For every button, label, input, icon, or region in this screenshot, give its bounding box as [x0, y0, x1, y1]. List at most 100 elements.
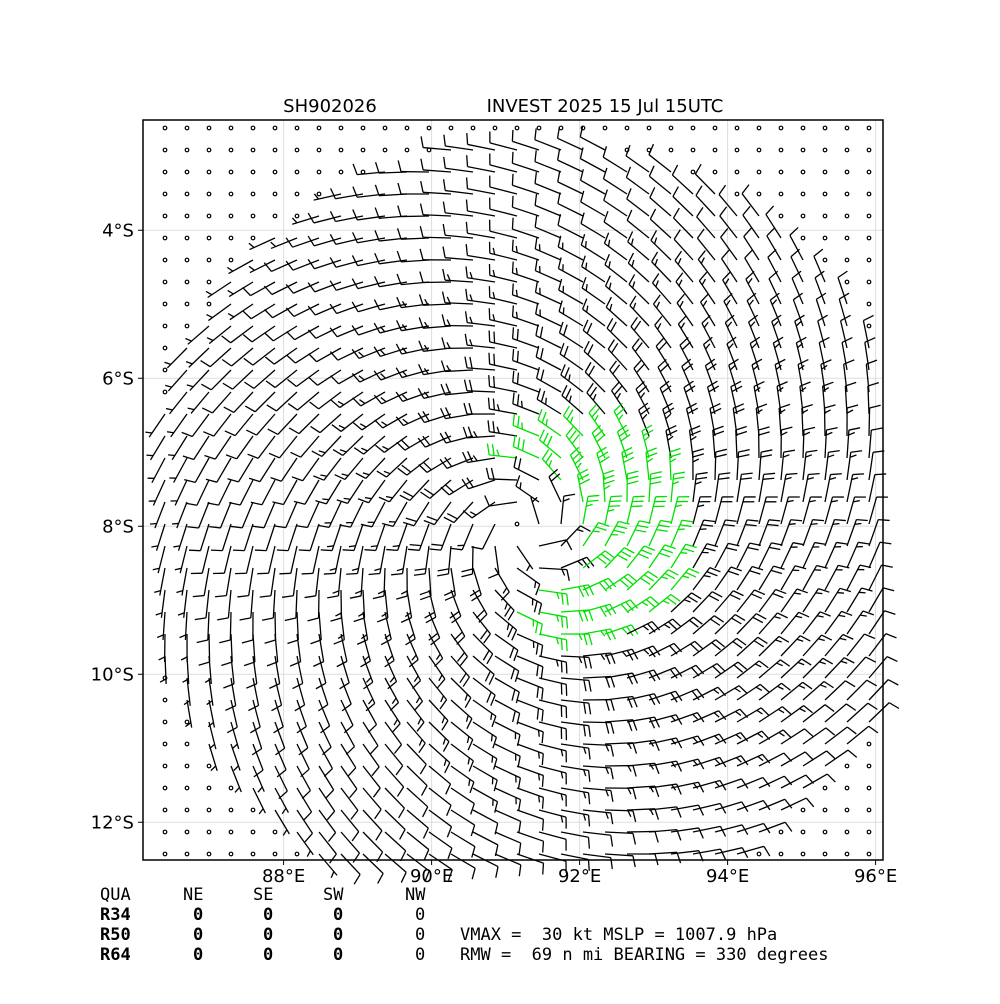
barb-staff — [495, 766, 520, 778]
barb-flag — [827, 751, 835, 759]
barb-flag — [619, 415, 623, 420]
calm-station — [207, 786, 211, 790]
barb-flag — [508, 627, 513, 637]
barb-flag — [561, 772, 562, 779]
barb-flag — [539, 752, 540, 759]
barb-flag — [674, 472, 685, 474]
barb-flag — [627, 471, 638, 474]
barb-flag — [419, 465, 427, 473]
barb-flag — [330, 352, 337, 361]
barb-flag — [735, 615, 745, 621]
barb-flag — [466, 311, 468, 322]
barb-flag — [791, 249, 800, 256]
barb-flag — [228, 479, 239, 482]
barb-flag — [704, 520, 715, 521]
barb-flag — [730, 365, 735, 370]
wind-barb — [488, 420, 517, 436]
barb-flag — [654, 694, 659, 704]
wind-barb — [512, 240, 539, 260]
barb-flag — [320, 475, 327, 476]
barb-flag — [348, 768, 356, 776]
barb-flag — [586, 284, 587, 291]
barb-flag — [668, 622, 676, 630]
barb-flag — [193, 596, 204, 597]
wind-barb — [649, 520, 672, 546]
barb-flag — [493, 270, 494, 277]
wind-barb — [513, 349, 539, 370]
barb-flag — [589, 366, 595, 376]
barb-flag — [418, 413, 424, 423]
barb-staff — [180, 546, 187, 573]
wind-barb — [627, 521, 651, 546]
wind-barb — [715, 567, 742, 590]
barb-flag — [518, 437, 520, 448]
barb-flag — [816, 593, 823, 594]
barb-staff — [495, 744, 520, 756]
wind-barb — [374, 300, 407, 310]
barb-flag — [752, 343, 757, 348]
wind-barb — [154, 568, 165, 596]
barb-flag — [712, 643, 721, 650]
barb-flag — [157, 635, 163, 638]
wind-barb — [803, 566, 828, 590]
barb-flag — [373, 596, 384, 599]
barb-flag — [537, 388, 540, 399]
barb-flag — [465, 694, 467, 700]
wind-barb — [767, 228, 781, 260]
wind-barb — [420, 226, 451, 238]
barb-flag — [589, 837, 590, 848]
barb-flag — [668, 436, 673, 440]
barb-flag — [492, 444, 494, 455]
barb-flag — [564, 406, 570, 416]
wind-barb — [420, 480, 451, 498]
barb-flag — [457, 653, 464, 662]
barb-staff — [473, 788, 497, 802]
barb-staff — [490, 143, 517, 150]
wind-barb — [697, 207, 715, 238]
barb-flag — [549, 460, 552, 466]
barb-flag — [773, 337, 783, 343]
barb-staff — [671, 713, 697, 722]
barb-staff — [314, 216, 341, 223]
barb-flag — [622, 652, 626, 657]
wind-barb — [319, 788, 335, 820]
barb-flag — [523, 439, 525, 450]
barb-flag — [772, 300, 776, 305]
wind-barb — [290, 634, 301, 666]
calm-station — [163, 830, 167, 834]
row-label: R64 — [100, 945, 131, 965]
calm-station — [867, 170, 871, 174]
barb-staff — [561, 526, 580, 546]
barb-flag — [243, 335, 252, 342]
barb-flag — [537, 687, 538, 698]
wind-barb — [699, 272, 715, 304]
barb-staff — [513, 425, 539, 436]
calm-station — [867, 852, 871, 856]
barb-flag — [647, 458, 653, 462]
wind-barb — [363, 722, 378, 754]
calm-station — [185, 258, 189, 262]
barb-staff — [517, 854, 543, 863]
wind-barb — [781, 427, 792, 458]
barb-flag — [353, 398, 361, 406]
calm-station — [823, 148, 827, 152]
barb-flag — [811, 524, 818, 525]
wind-barb — [649, 144, 671, 172]
barb-flag — [420, 272, 423, 283]
wind-barb — [803, 681, 834, 700]
barb-staff — [781, 497, 788, 524]
barb-flag — [313, 476, 324, 480]
barb-flag — [736, 432, 747, 435]
barb-staff — [517, 634, 543, 645]
barb-staff — [869, 408, 870, 436]
barb-flag — [264, 286, 272, 295]
wind-barb — [467, 177, 495, 194]
wind-barb — [443, 269, 473, 282]
barb-flag — [566, 640, 567, 651]
barb-flag — [725, 520, 736, 521]
calm-station — [273, 170, 277, 174]
calm-station — [163, 324, 167, 328]
barb-staff — [693, 497, 700, 524]
barb-flag — [847, 727, 856, 734]
calm-station — [801, 830, 805, 834]
